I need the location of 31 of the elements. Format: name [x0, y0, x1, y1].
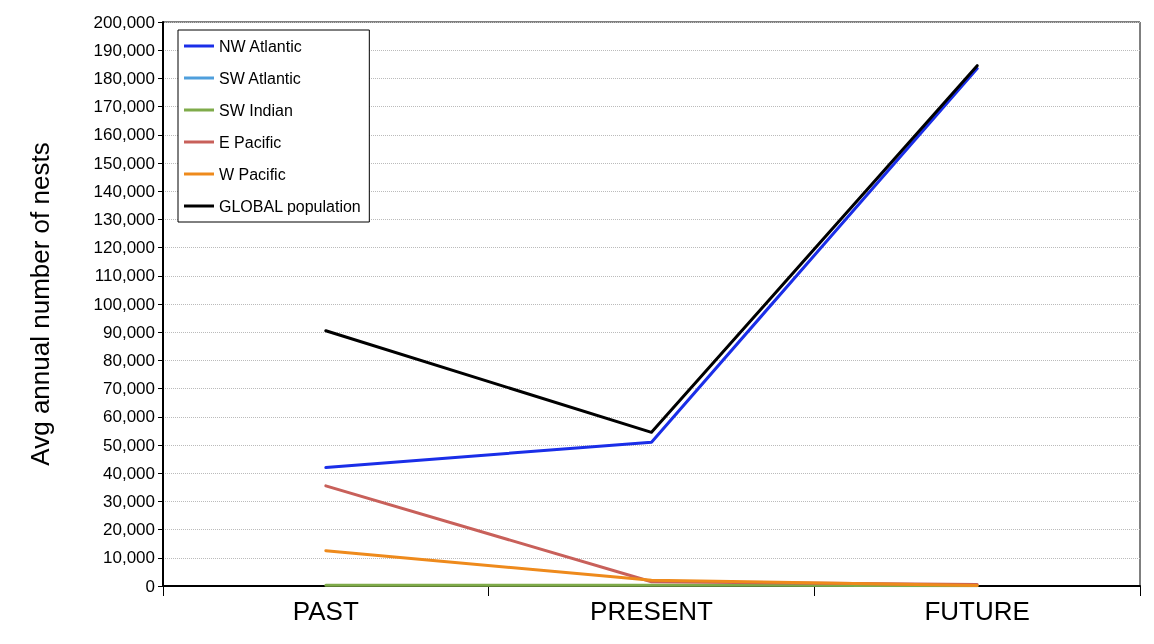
y-tick-label: 190,000	[93, 40, 155, 60]
y-tick-label: 140,000	[93, 181, 155, 201]
y-tick-label: 150,000	[93, 153, 155, 173]
y-tick-label: 100,000	[93, 294, 155, 314]
y-tick-label: 110,000	[94, 266, 155, 286]
y-tick-label: 180,000	[93, 68, 155, 88]
y-tick-label: 80,000	[103, 350, 155, 370]
y-tick-label: 40,000	[103, 463, 155, 483]
x-tick-label: PAST	[292, 596, 359, 626]
y-tick-label: 120,000	[93, 238, 155, 258]
y-tick-label: 30,000	[103, 491, 155, 511]
legend-label: SW Atlantic	[219, 69, 301, 87]
y-tick-label: 170,000	[93, 97, 155, 117]
legend-label: SW Indian	[219, 101, 293, 119]
x-tick-label: PRESENT	[590, 596, 714, 626]
legend-label: W Pacific	[219, 165, 286, 183]
y-tick-label: 70,000	[103, 379, 155, 399]
legend-label: GLOBAL population	[219, 197, 361, 215]
x-tick-label: FUTURE	[924, 596, 1030, 626]
legend-label: NW Atlantic	[219, 37, 302, 55]
y-tick-label: 60,000	[103, 407, 155, 427]
y-tick-label: 90,000	[103, 322, 155, 342]
y-axis-title: Avg annual number of nests	[25, 142, 55, 466]
legend-label: E Pacific	[219, 133, 282, 151]
y-tick-label: 200,000	[93, 12, 155, 32]
y-tick-label: 50,000	[103, 435, 155, 455]
y-tick-label: 20,000	[103, 520, 155, 540]
y-tick-label: 160,000	[93, 125, 155, 145]
y-tick-label: 10,000	[103, 548, 155, 568]
y-tick-label: 130,000	[93, 209, 155, 229]
y-tick-label: 0	[145, 576, 155, 596]
